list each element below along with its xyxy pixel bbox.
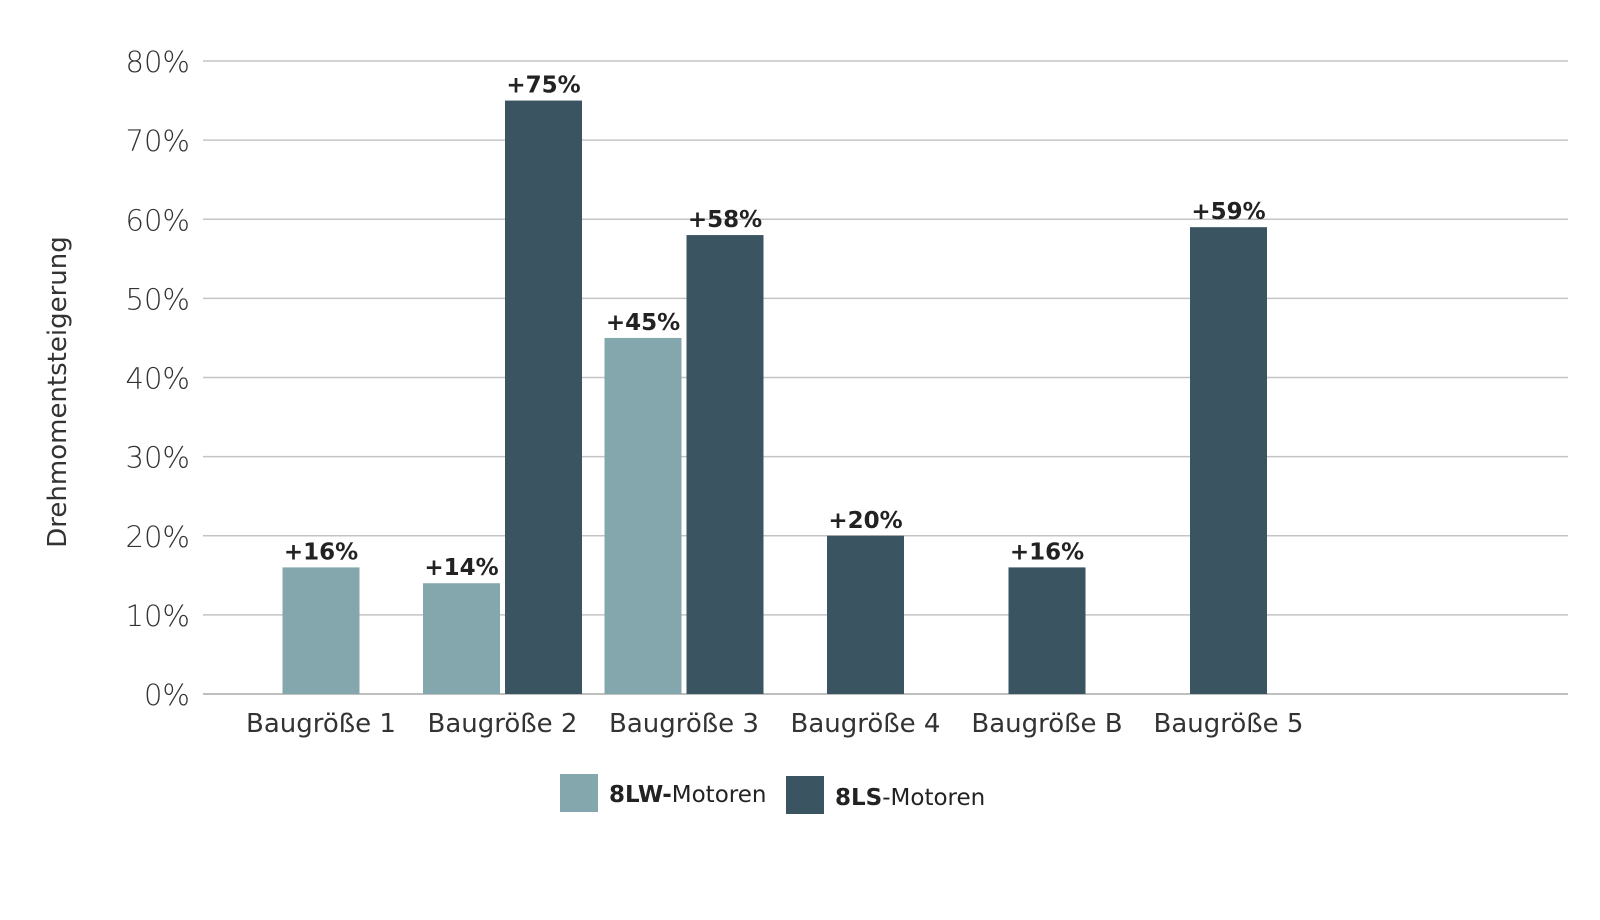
x-tick-label: Baugröße 3 [609,709,759,739]
y-tick-label: 40% [126,362,190,396]
legend-swatch-8lw [560,774,598,812]
bar-8lw-motoren-2 [604,337,682,694]
y-tick-label: 0% [144,678,190,712]
bar-8ls-motoren-1 [505,100,582,694]
y-tick-label: 20% [126,520,190,554]
data-label: +14% [424,555,498,581]
bar-8ls-motoren-2 [686,235,764,694]
legend-swatch-8ls [786,776,824,814]
data-label: +58% [688,207,762,233]
x-tick-label: Baugröße 1 [246,709,396,739]
data-label: +75% [506,73,580,99]
bar-8lw-motoren-0 [282,567,360,694]
bar-8ls-motoren-3 [827,535,904,694]
data-label: +59% [1191,199,1265,225]
y-tick-label: 80% [126,45,190,79]
bar-8ls-motoren-4 [1008,567,1086,694]
bars: +16% +14% +75% +45% +58% +20% +16% +59% [282,73,1267,694]
bar-8lw-motoren-1 [423,583,500,694]
x-tick-label: Baugröße 2 [428,709,578,739]
data-label: +20% [828,508,902,534]
y-tick-label: 60% [126,203,190,237]
legend-label-8lw: 8LW-Motoren [609,782,766,808]
x-tick-label: Baugröße 5 [1154,709,1304,739]
data-label: +16% [284,539,358,565]
x-tick-label: Baugröße B [971,709,1122,739]
y-tick-label: 70% [126,124,190,158]
grid: 0% 10% 20% 30% 40% 50% 60% 70% 80% Baugröße 1 Baug… [126,45,1568,739]
legend-label-8ls: 8LS-Motoren [835,785,985,811]
bar-8ls-motoren-5 [1190,227,1267,694]
legend: 8LW-Motoren 8LS-Motoren [560,774,985,814]
data-label: +16% [1010,539,1084,565]
data-label: +45% [606,310,680,336]
y-tick-label: 50% [126,282,190,316]
y-axis-label: Drehmomentsteigerung [43,236,73,547]
x-tick-label: Baugröße 4 [791,709,941,739]
y-tick-label: 30% [126,441,190,475]
y-tick-label: 10% [126,599,190,633]
